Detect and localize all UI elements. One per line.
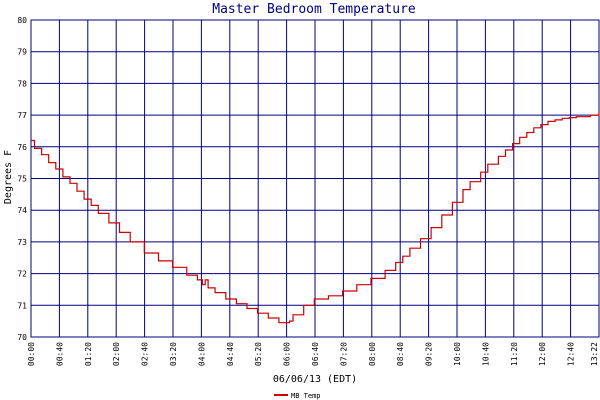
x-tick-label: 09:20	[425, 342, 434, 366]
x-tick-label: 00:40	[55, 342, 64, 366]
legend-label-mb-temp: MB Temp	[291, 392, 321, 400]
y-tick-label: 71	[17, 301, 27, 310]
x-tick-label: 04:40	[226, 342, 235, 366]
x-tick-label: 00:00	[27, 342, 36, 366]
x-axis-label: 06/06/13 (EDT)	[273, 374, 357, 385]
x-tick-label: 08:40	[396, 342, 405, 366]
chart-title: Master Bedroom Temperature	[212, 2, 416, 17]
x-tick-label: 03:20	[169, 342, 178, 366]
y-tick-label: 74	[17, 206, 27, 215]
series-line-mb-temp	[31, 111, 600, 324]
x-tick-label: 07:20	[339, 342, 348, 366]
y-tick-label: 79	[17, 48, 27, 57]
x-tick-label: 02:40	[141, 342, 150, 366]
x-tick-label: 01:20	[84, 342, 93, 366]
x-tick-label: 04:00	[197, 342, 206, 366]
x-tick-label: 02:00	[112, 342, 121, 366]
y-tick-label: 75	[17, 175, 27, 184]
x-tick-label: 06:40	[311, 342, 320, 366]
x-tick-label: 10:00	[453, 342, 462, 366]
plot-area: 70 71 72 73 74 75 76 77 78 79 80 00:00 00:40 01:20 02:…	[17, 16, 600, 366]
y-tick-label: 72	[17, 270, 27, 279]
x-tick-label: 05:20	[254, 342, 263, 366]
x-tick-label: 13:22	[590, 342, 599, 366]
x-tick-label: 12:40	[567, 342, 576, 366]
y-tick-label: 80	[17, 16, 27, 25]
legend: MB Temp	[274, 392, 321, 400]
y-tick-label: 77	[17, 111, 27, 120]
x-tick-label: 11:20	[510, 342, 519, 366]
x-tick-label: 08:00	[368, 342, 377, 366]
y-tick-label: 76	[17, 143, 27, 152]
x-tick-label: 06:00	[283, 342, 292, 366]
x-tick-label: 10:40	[481, 342, 490, 366]
y-tick-label: 70	[17, 333, 27, 342]
x-tick-label: 12:00	[538, 342, 547, 366]
y-tick-label: 78	[17, 79, 27, 88]
y-axis-label: Degrees F	[3, 150, 14, 204]
y-tick-label: 73	[17, 238, 27, 247]
